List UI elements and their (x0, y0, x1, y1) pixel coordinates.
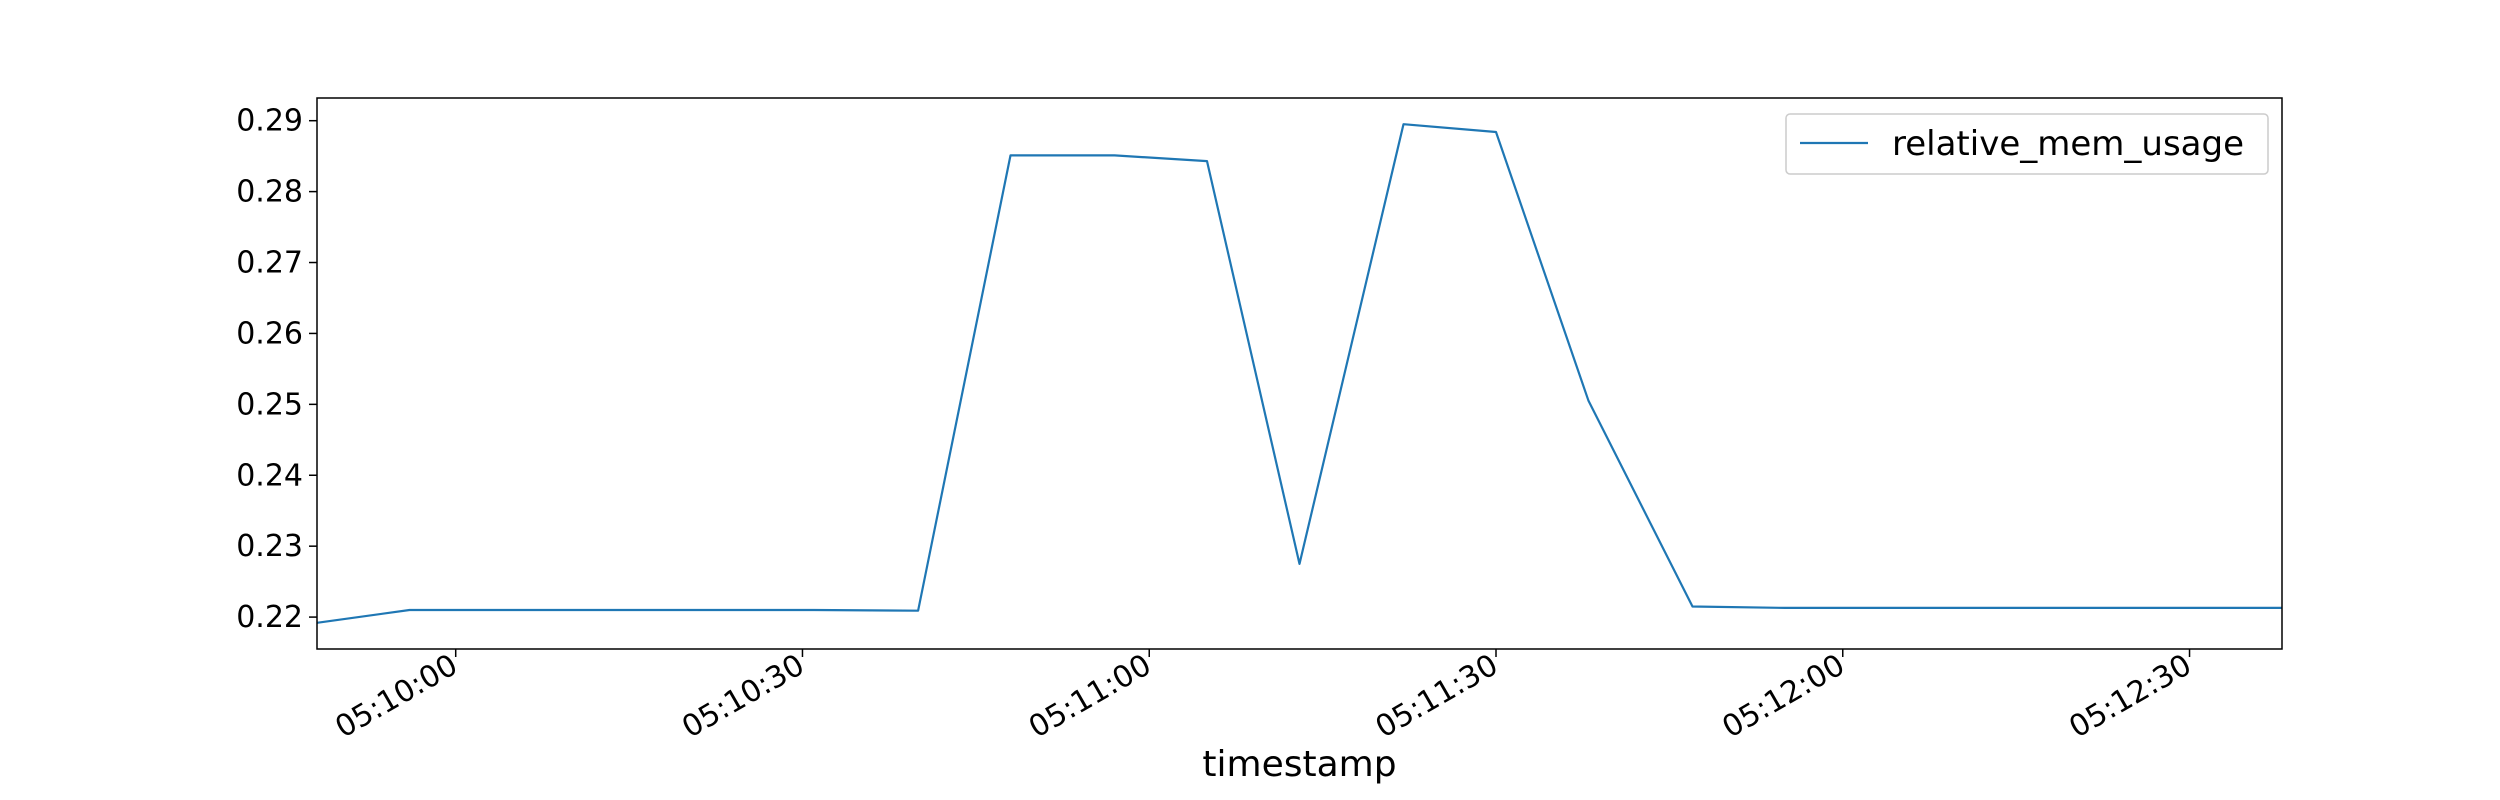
series-line-0 (316, 123, 2282, 624)
x-tick-label: 05:10:00 (330, 648, 464, 746)
y-tick-label: 0.22 (236, 600, 303, 635)
y-axis: 0.22 0.23 0.24 0.25 0.26 0.27 0.28 0.29 (236, 104, 317, 635)
y-tick-label: 0.25 (236, 387, 303, 422)
x-tick-label: 05:12:00 (1717, 648, 1851, 746)
x-tick-label: 05:11:00 (1023, 648, 1157, 746)
chart-marks (316, 123, 2282, 624)
x-axis: 05:10:00 05:10:30 05:11:00 05:11:30 05:12:00… (330, 648, 2198, 746)
x-tick-label: 05:12:30 (2063, 648, 2197, 746)
legend-box (1785, 113, 2269, 175)
x-tick-label: 05:11:30 (1370, 648, 1504, 746)
legend-label: relative_mem_usage (1892, 124, 2244, 164)
y-tick-label: 0.24 (236, 458, 303, 493)
legend: relative_mem_usage (1785, 113, 2269, 175)
y-tick-label: 0.26 (236, 316, 303, 351)
y-tick-label: 0.29 (236, 104, 303, 139)
y-tick-label: 0.23 (236, 529, 303, 564)
y-tick-label: 0.28 (236, 175, 303, 210)
y-tick-label: 0.27 (236, 246, 303, 281)
x-axis-title: timestamp (1202, 744, 1396, 785)
plot-area-frame (316, 97, 2283, 650)
x-tick-label: 05:10:30 (676, 648, 810, 746)
